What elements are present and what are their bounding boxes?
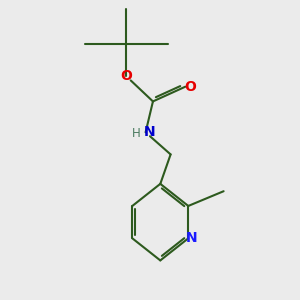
Text: N: N: [143, 125, 155, 139]
Text: O: O: [184, 80, 196, 94]
Text: O: O: [121, 69, 132, 83]
Text: N: N: [186, 231, 198, 245]
Text: H: H: [132, 127, 140, 140]
